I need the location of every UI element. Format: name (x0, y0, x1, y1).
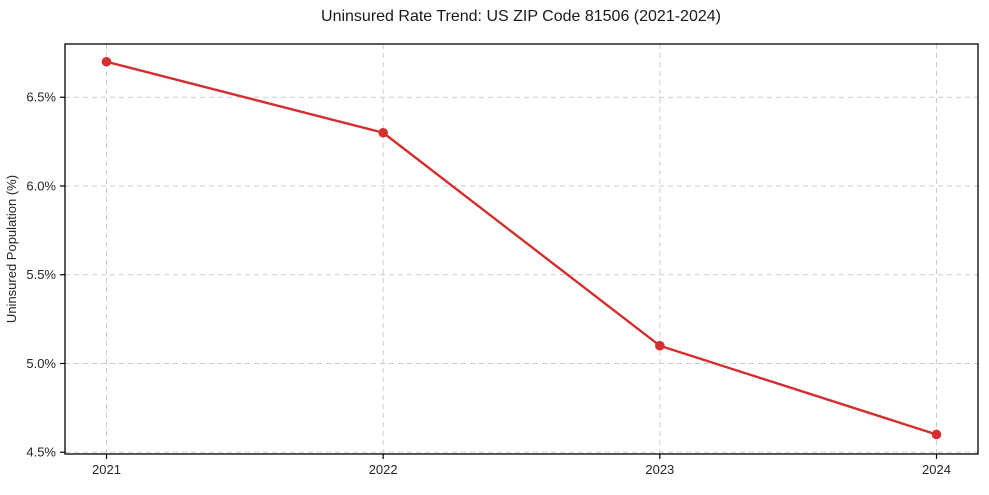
series-layer (101, 56, 942, 440)
data-point-marker (378, 127, 388, 138)
data-point-marker (101, 56, 112, 67)
plot-border-rect (64, 43, 979, 455)
trend-line (105, 60, 938, 436)
grid-layer (65, 44, 978, 454)
x-tick-label: 2023 (645, 462, 674, 477)
y-tick-label: 5.5% (26, 267, 56, 282)
x-tick-label: 2024 (922, 462, 951, 477)
tick-layer: 4.5% 5.0% 5.5% 6.0% 6.5% 2021 2022 2023 2024 (26, 90, 951, 477)
y-tick-label: 4.5% (26, 445, 56, 460)
data-point-marker (655, 340, 665, 351)
y-tick-label: 6.0% (26, 178, 56, 193)
plot-border (64, 43, 979, 455)
y-tick-label: 5.0% (26, 356, 56, 371)
x-tick-label: 2021 (92, 462, 121, 477)
chart-title: Uninsured Rate Trend: US ZIP Code 81506 … (321, 8, 721, 25)
y-axis-label: Uninsured Population (%) (4, 175, 19, 323)
x-tick-label: 2022 (369, 462, 398, 477)
data-point-marker (931, 429, 942, 440)
y-tick-label: 6.5% (26, 90, 56, 105)
